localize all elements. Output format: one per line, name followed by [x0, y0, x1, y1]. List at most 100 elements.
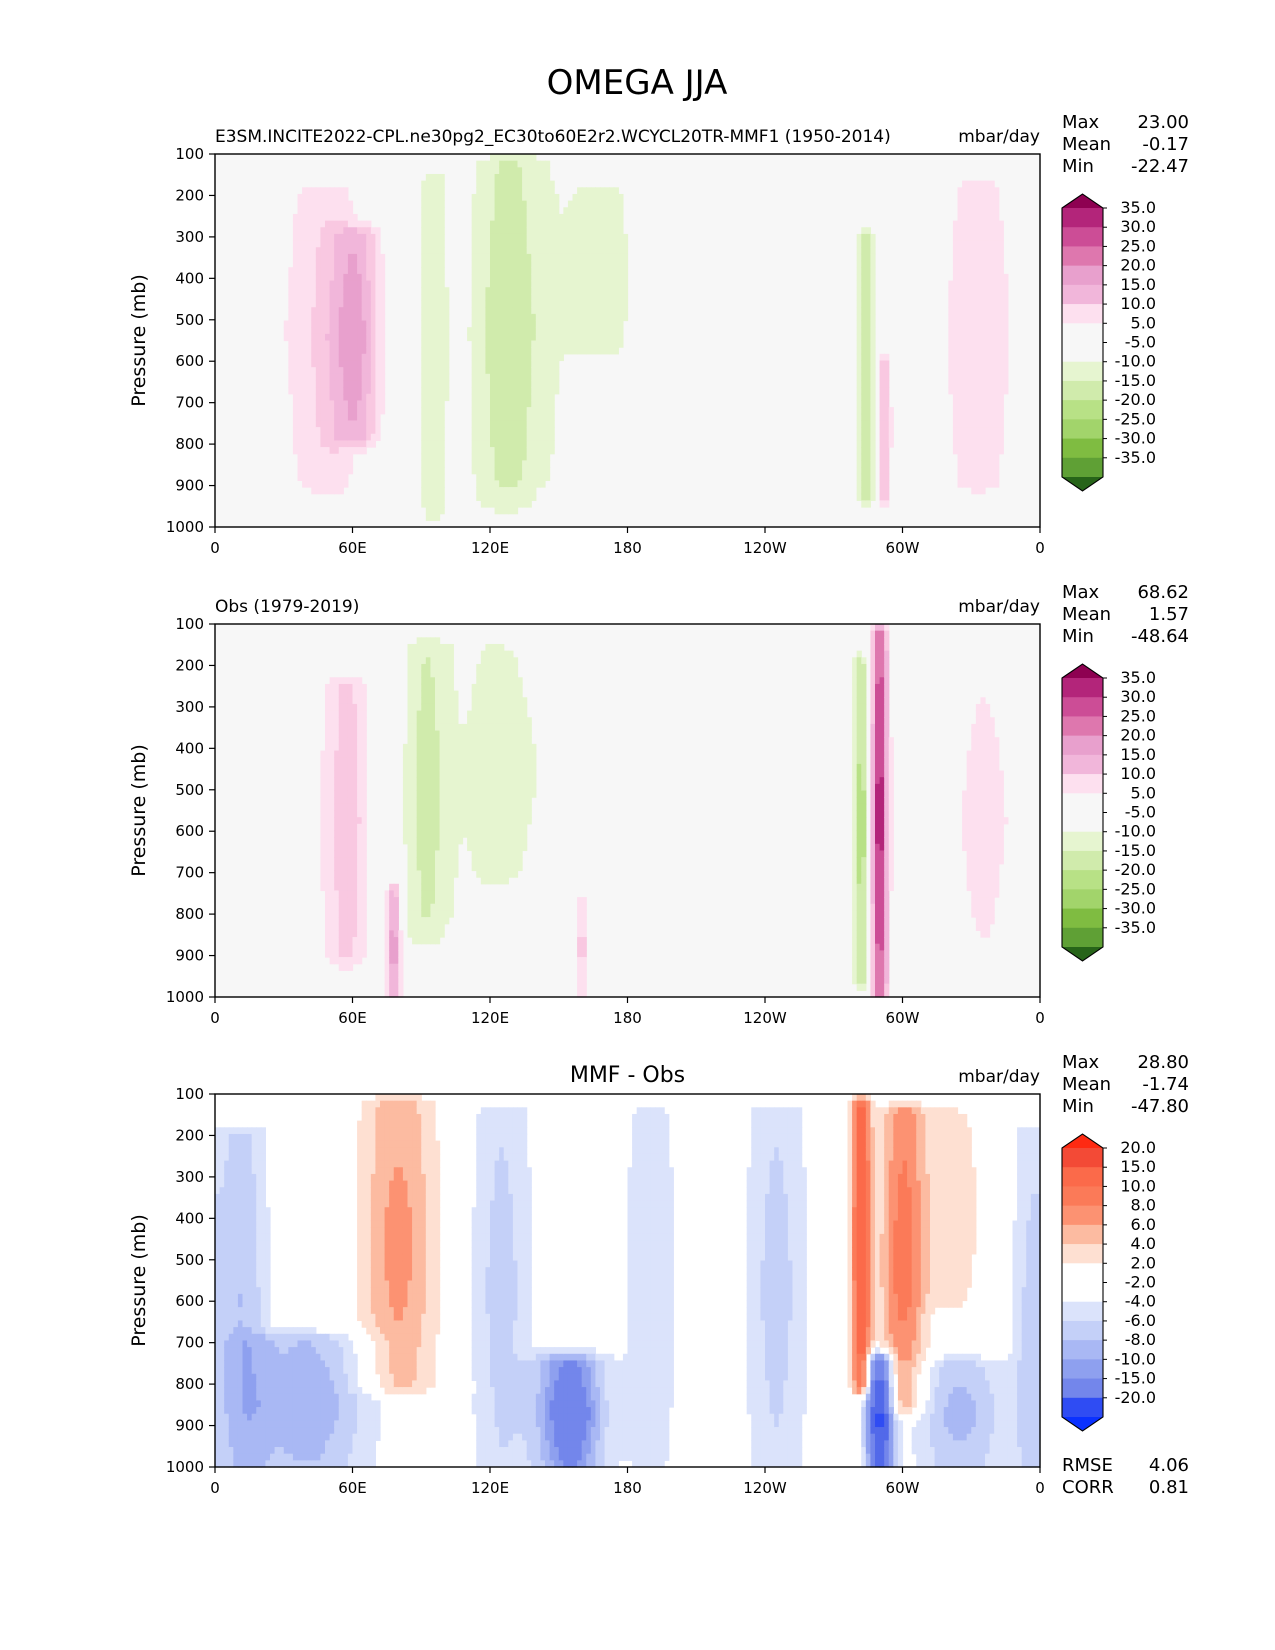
heatmap-cell [494, 757, 500, 765]
heatmap-cell [975, 333, 982, 342]
heatmap-cell [508, 790, 514, 798]
heatmap-cell [503, 657, 509, 665]
heatmap-cell [453, 790, 459, 798]
heatmap-cell [352, 393, 358, 402]
heatmap-cell [325, 743, 331, 752]
heatmap-cell [971, 213, 977, 222]
heatmap-cell [971, 187, 977, 195]
heatmap-cell [957, 360, 963, 368]
heatmap-cell [590, 307, 597, 315]
heatmap-cell [526, 790, 532, 798]
heatmap-cell [297, 380, 303, 388]
heatmap-cell [549, 367, 555, 375]
heatmap-cell [870, 943, 876, 951]
heatmap-cell [338, 890, 344, 898]
heatmap-cell [393, 937, 399, 945]
heatmap-cell [590, 267, 597, 275]
heatmap-cell [435, 743, 441, 752]
heatmap-cell [494, 380, 500, 388]
heatmap-cell [343, 910, 349, 918]
heatmap-cell [480, 843, 487, 852]
heatmap-cell [531, 307, 537, 315]
heatmap-cell [297, 467, 303, 475]
heatmap-cell [494, 657, 500, 665]
heatmap-cell [865, 353, 872, 362]
heatmap-cell [558, 347, 564, 355]
heatmap-cell [343, 703, 349, 712]
heatmap-cell [499, 307, 505, 315]
heatmap-cell [870, 963, 876, 971]
heatmap-cell [357, 757, 363, 765]
heatmap-cell [549, 253, 555, 262]
heatmap-cell [421, 670, 427, 678]
heatmap-cell [503, 493, 509, 501]
heatmap-cell [581, 260, 587, 268]
heatmap-cell [361, 253, 367, 262]
heatmap-cell [315, 287, 322, 295]
heatmap-cell [595, 280, 601, 288]
heatmap-cell [302, 260, 308, 268]
heatmap-cell [357, 247, 363, 255]
heatmap-cell [325, 293, 331, 302]
heatmap-cell [480, 367, 487, 375]
heatmap-cell [490, 227, 496, 235]
heatmap-cell [485, 493, 491, 501]
heatmap-cell [471, 213, 477, 222]
heatmap-cell [1003, 273, 1009, 282]
heatmap-cell [971, 327, 977, 335]
heatmap-cell [306, 300, 312, 308]
heatmap-cell [884, 360, 890, 368]
heatmap-cell [361, 697, 367, 705]
heatmap-cell [430, 797, 436, 805]
heatmap-cell [499, 360, 505, 368]
heatmap-cell [852, 883, 858, 892]
heatmap-cell [370, 427, 377, 435]
heatmap-cell [577, 280, 583, 288]
heatmap-cell [430, 493, 436, 501]
heatmap-cell [861, 770, 867, 778]
heatmap-cell [347, 280, 354, 288]
heatmap-cell [329, 870, 335, 878]
heatmap-cell [421, 763, 427, 772]
heatmap-cell [347, 373, 354, 382]
heatmap-cell [338, 943, 344, 951]
heatmap-cell [416, 710, 422, 718]
heatmap-cell [471, 703, 477, 712]
heatmap-cell [467, 757, 473, 765]
heatmap-cell [393, 943, 399, 951]
heatmap-cell [334, 750, 340, 758]
heatmap-cell [329, 247, 335, 255]
heatmap-cell [361, 870, 367, 878]
heatmap-cell [526, 467, 532, 475]
heatmap-cell [430, 180, 436, 188]
heatmap-cell [989, 447, 995, 455]
heatmap-cell [875, 883, 881, 892]
heatmap-cell [471, 440, 477, 448]
heatmap-cell [343, 710, 349, 718]
heatmap-cell [320, 200, 326, 208]
heatmap-cell [476, 823, 482, 832]
heatmap-cell [971, 273, 977, 282]
heatmap-cell [480, 850, 487, 858]
heatmap-cell [334, 857, 340, 865]
heatmap-cell [526, 313, 532, 322]
heatmap-cell [421, 777, 427, 785]
heatmap-cell [334, 950, 340, 958]
heatmap-cell [852, 890, 858, 898]
heatmap-cell [494, 830, 500, 838]
heatmap-cell [435, 173, 441, 182]
heatmap-cell [357, 897, 363, 905]
heatmap-cell [329, 193, 335, 202]
heatmap-cell [398, 943, 404, 951]
heatmap-cell [980, 447, 986, 455]
heatmap-cell [971, 393, 977, 402]
heatmap-cell [334, 910, 340, 918]
heatmap-cell [508, 327, 514, 335]
heatmap-cell [581, 923, 587, 931]
heatmap-cell [531, 440, 537, 448]
heatmap-cell [865, 227, 872, 235]
heatmap-cell [444, 367, 450, 375]
heatmap-cell [311, 280, 317, 288]
heatmap-cell [453, 837, 459, 845]
heatmap-cell [545, 307, 551, 315]
